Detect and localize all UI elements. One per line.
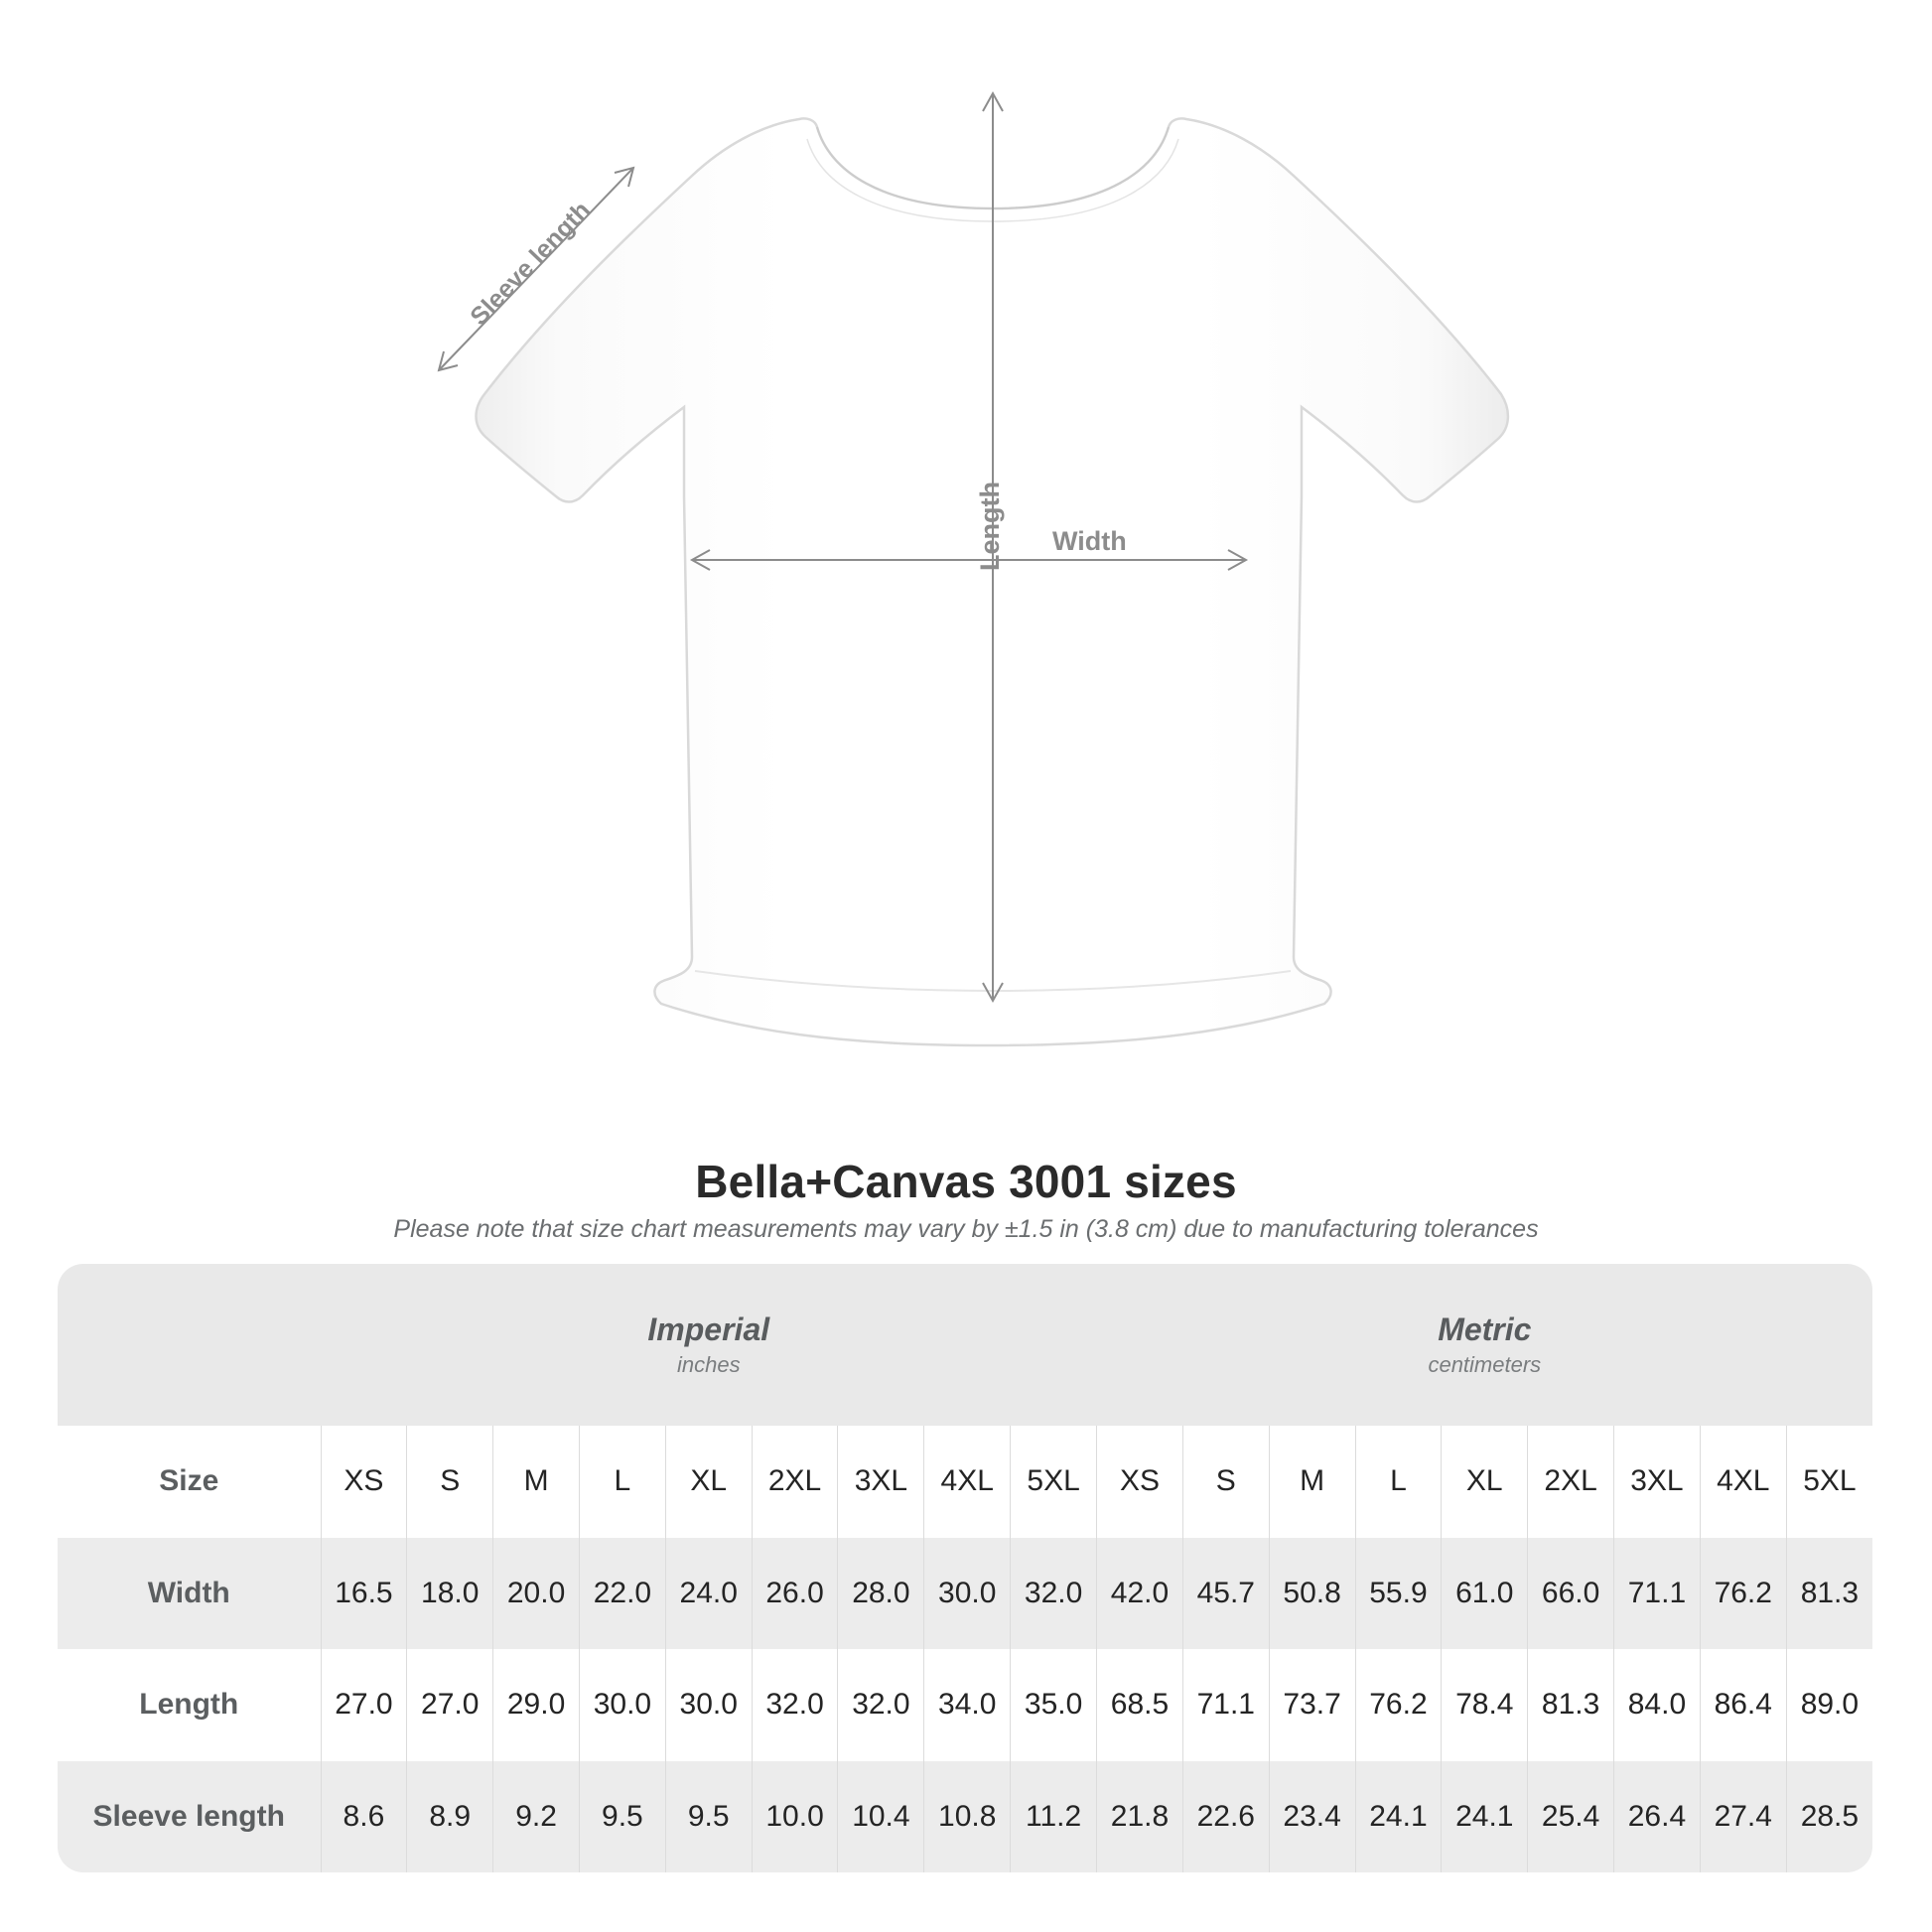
svg-text:Length: Length bbox=[975, 482, 1005, 571]
svg-text:Width: Width bbox=[1052, 526, 1127, 556]
